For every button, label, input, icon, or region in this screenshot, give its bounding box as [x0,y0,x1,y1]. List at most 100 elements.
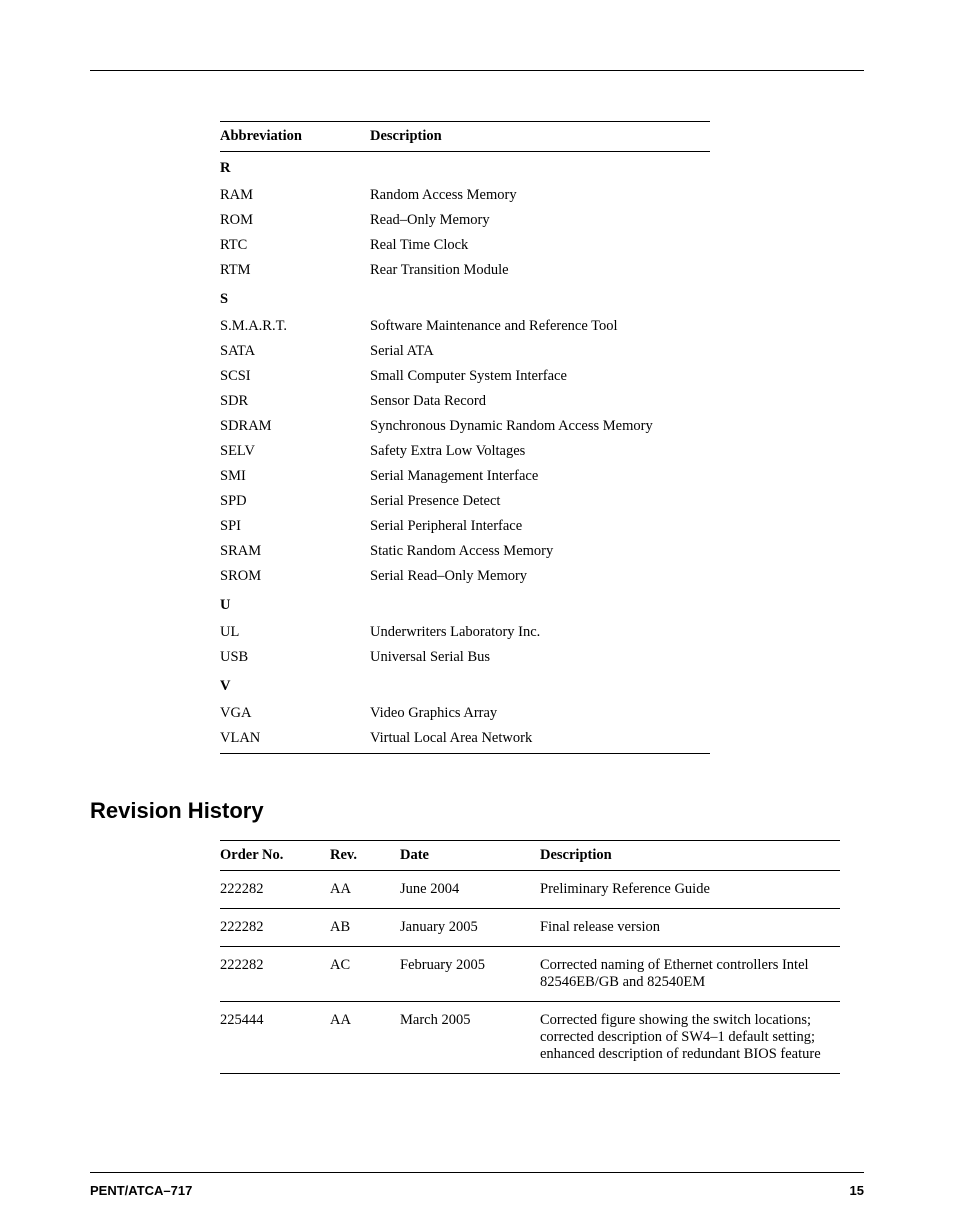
desc-cell: Rear Transition Module [370,258,710,283]
rev-rev-cell: AC [330,947,400,1002]
table-row: 222282AAJune 2004Preliminary Reference G… [220,871,840,909]
abbr-cell: ROM [220,208,370,233]
table-row: V [220,670,710,701]
desc-cell: Software Maintenance and Reference Tool [370,314,710,339]
desc-cell: Virtual Local Area Network [370,726,710,754]
desc-cell: Serial Peripheral Interface [370,514,710,539]
page: Abbreviation Description RRAMRandom Acce… [0,0,954,1232]
desc-cell [370,152,710,184]
abbr-cell: S [220,283,370,314]
footer-page-number: 15 [850,1183,864,1198]
rev-desc-cell: Corrected figure showing the switch loca… [540,1002,840,1074]
table-row: RAMRandom Access Memory [220,183,710,208]
table-row: SPISerial Peripheral Interface [220,514,710,539]
rev-rev-cell: AA [330,871,400,909]
desc-cell: Serial Presence Detect [370,489,710,514]
rev-desc-cell: Final release version [540,909,840,947]
abbr-cell: SATA [220,339,370,364]
abbr-header-abbr: Abbreviation [220,122,370,152]
rev-desc-cell: Corrected naming of Ethernet controllers… [540,947,840,1002]
abbr-cell: S.M.A.R.T. [220,314,370,339]
table-row: USBUniversal Serial Bus [220,645,710,670]
table-row: 222282ABJanuary 2005Final release versio… [220,909,840,947]
desc-cell: Serial ATA [370,339,710,364]
rev-order-cell: 222282 [220,909,330,947]
table-row: ROMRead–Only Memory [220,208,710,233]
rev-desc-cell: Preliminary Reference Guide [540,871,840,909]
table-row: RTCReal Time Clock [220,233,710,258]
desc-cell: Serial Management Interface [370,464,710,489]
desc-cell: Synchronous Dynamic Random Access Memory [370,414,710,439]
desc-cell: Static Random Access Memory [370,539,710,564]
abbr-cell: UL [220,620,370,645]
abbr-header-desc: Description [370,122,710,152]
rev-order-cell: 222282 [220,871,330,909]
desc-cell [370,589,710,620]
table-row: RTMRear Transition Module [220,258,710,283]
abbr-cell: RTM [220,258,370,283]
table-row: SROMSerial Read–Only Memory [220,564,710,589]
revision-history-table: Order No. Rev. Date Description 222282AA… [220,840,840,1074]
table-row: ULUnderwriters Laboratory Inc. [220,620,710,645]
rev-header-rev: Rev. [330,841,400,871]
rev-date-cell: January 2005 [400,909,540,947]
abbr-cell: R [220,152,370,184]
desc-cell: Small Computer System Interface [370,364,710,389]
table-row: SATASerial ATA [220,339,710,364]
desc-cell: Universal Serial Bus [370,645,710,670]
desc-cell [370,283,710,314]
rev-header-desc: Description [540,841,840,871]
desc-cell: Read–Only Memory [370,208,710,233]
abbr-cell: U [220,589,370,620]
rev-date-cell: February 2005 [400,947,540,1002]
table-row: SRAMStatic Random Access Memory [220,539,710,564]
table-row: SELVSafety Extra Low Voltages [220,439,710,464]
rev-header-date: Date [400,841,540,871]
desc-cell [370,670,710,701]
abbr-cell: SROM [220,564,370,589]
rev-date-cell: March 2005 [400,1002,540,1074]
abbreviation-table: Abbreviation Description RRAMRandom Acce… [220,121,710,754]
footer-left: PENT/ATCA–717 [90,1183,192,1198]
rev-date-cell: June 2004 [400,871,540,909]
footer-rule [90,1172,864,1173]
rev-order-cell: 222282 [220,947,330,1002]
table-row: SCSISmall Computer System Interface [220,364,710,389]
table-row: 225444AAMarch 2005Corrected figure showi… [220,1002,840,1074]
table-row: S [220,283,710,314]
abbr-cell: SRAM [220,539,370,564]
table-row: U [220,589,710,620]
rev-header-order: Order No. [220,841,330,871]
desc-cell: Random Access Memory [370,183,710,208]
table-row: SPDSerial Presence Detect [220,489,710,514]
abbr-cell: SPD [220,489,370,514]
abbr-cell: SMI [220,464,370,489]
revision-history-heading: Revision History [90,798,864,824]
abbr-cell: SCSI [220,364,370,389]
abbr-cell: USB [220,645,370,670]
abbr-cell: SDRAM [220,414,370,439]
abbr-cell: RAM [220,183,370,208]
abbr-cell: V [220,670,370,701]
top-rule [90,70,864,71]
desc-cell: Real Time Clock [370,233,710,258]
table-row: SMISerial Management Interface [220,464,710,489]
table-row: VLANVirtual Local Area Network [220,726,710,754]
table-row: S.M.A.R.T.Software Maintenance and Refer… [220,314,710,339]
page-footer: PENT/ATCA–717 15 [90,1172,864,1198]
abbr-cell: VLAN [220,726,370,754]
desc-cell: Serial Read–Only Memory [370,564,710,589]
rev-rev-cell: AA [330,1002,400,1074]
rev-rev-cell: AB [330,909,400,947]
abbr-cell: VGA [220,701,370,726]
abbr-cell: SELV [220,439,370,464]
desc-cell: Video Graphics Array [370,701,710,726]
table-row: 222282ACFebruary 2005Corrected naming of… [220,947,840,1002]
desc-cell: Safety Extra Low Voltages [370,439,710,464]
abbr-cell: RTC [220,233,370,258]
table-row: VGAVideo Graphics Array [220,701,710,726]
rev-order-cell: 225444 [220,1002,330,1074]
table-row: SDRSensor Data Record [220,389,710,414]
desc-cell: Sensor Data Record [370,389,710,414]
abbr-cell: SPI [220,514,370,539]
